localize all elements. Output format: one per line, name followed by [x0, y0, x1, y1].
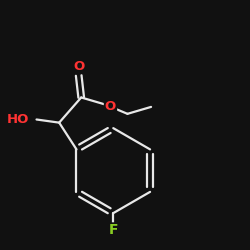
Text: O: O	[105, 100, 116, 114]
Text: O: O	[73, 60, 84, 73]
Text: F: F	[108, 224, 118, 237]
Text: HO: HO	[7, 113, 29, 126]
